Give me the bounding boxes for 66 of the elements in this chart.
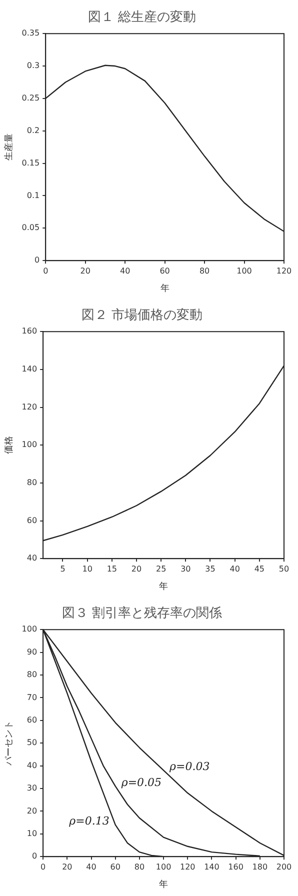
x-tick-label: 180 — [252, 862, 268, 872]
x-tick-label: 60 — [160, 266, 170, 276]
x-tick-label: 40 — [120, 266, 130, 276]
y-tick-label: 80 — [26, 670, 38, 680]
x-tick-label: 60 — [110, 862, 120, 872]
y-tick-label: 0.1 — [26, 190, 40, 200]
series-label: ρ=0.13 — [68, 814, 110, 828]
x-tick-label: 35 — [205, 564, 216, 574]
series-label: ρ=0.05 — [120, 776, 162, 790]
y-tick-label: 70 — [26, 692, 38, 702]
x-tick-label: 50 — [278, 564, 290, 574]
y-axis-title: パーセント — [4, 720, 15, 767]
x-axis-title: 年 — [159, 580, 168, 592]
x-tick-label: 120 — [180, 862, 196, 872]
y-tick-label: 80 — [26, 478, 38, 488]
x-tick-label: 20 — [80, 266, 90, 276]
y-tick-label: 60 — [26, 715, 38, 724]
x-tick-label: 30 — [180, 564, 191, 574]
x-tick-label: 100 — [236, 266, 252, 276]
y-axis-title: 生産量 — [4, 134, 15, 161]
y-tick-label: 30 — [26, 784, 38, 793]
x-tick-label: 80 — [199, 266, 210, 276]
x-tick-label: 80 — [134, 862, 145, 872]
y-tick-label: 140 — [22, 364, 38, 374]
y-tick-label: 0.15 — [22, 158, 40, 168]
y-tick-label: 50 — [26, 738, 38, 748]
x-tick-label: 140 — [204, 862, 220, 872]
y-tick-label: 0.3 — [26, 61, 40, 70]
x-tick-label: 120 — [276, 266, 292, 276]
y-tick-label: 100 — [22, 440, 38, 450]
x-tick-label: 10 — [82, 564, 92, 574]
y-tick-label: 60 — [26, 516, 38, 525]
y-tick-label: 40 — [26, 554, 38, 563]
x-tick-label: 0 — [43, 266, 48, 276]
x-tick-label: 20 — [131, 564, 142, 574]
x-tick-label: 15 — [106, 564, 117, 574]
x-tick-label: 40 — [86, 862, 96, 872]
y-tick-label: 20 — [26, 806, 38, 816]
y-tick-label: 40 — [26, 760, 38, 770]
y-tick-label: 90 — [26, 647, 38, 656]
chart-title: 図３ 割引率と残存率の関係 — [62, 605, 222, 622]
y-tick-label: 160 — [22, 326, 38, 336]
x-axis-title: 年 — [159, 878, 168, 890]
x-tick-label: 25 — [156, 564, 166, 574]
x-tick-label: 160 — [228, 862, 244, 872]
chart-title: 図１ 総生産の変動 — [88, 9, 196, 26]
y-tick-label: 0.2 — [26, 126, 40, 135]
x-tick-label: 0 — [40, 862, 46, 872]
x-tick-label: 100 — [156, 862, 172, 872]
y-tick-label: 10 — [26, 828, 38, 838]
y-tick-label: 0.05 — [22, 223, 40, 232]
y-tick-label: 100 — [22, 624, 38, 634]
series-label: ρ=0.03 — [168, 760, 210, 774]
y-tick-label: 120 — [22, 402, 38, 412]
y-tick-label: 0.25 — [22, 94, 40, 103]
x-tick-label: 200 — [276, 862, 292, 872]
y-tick-label: 0 — [34, 256, 40, 265]
x-tick-label: 20 — [62, 862, 72, 872]
x-tick-label: 5 — [60, 564, 66, 574]
x-tick-label: 45 — [254, 564, 265, 574]
x-tick-label: 40 — [230, 564, 240, 574]
chart-title: 図２ 市場価格の変動 — [81, 307, 203, 324]
x-axis-title: 年 — [160, 282, 170, 294]
y-axis-title: 価格 — [4, 436, 15, 454]
y-tick-label: 0.35 — [22, 28, 40, 38]
y-tick-label: 0 — [32, 852, 38, 861]
